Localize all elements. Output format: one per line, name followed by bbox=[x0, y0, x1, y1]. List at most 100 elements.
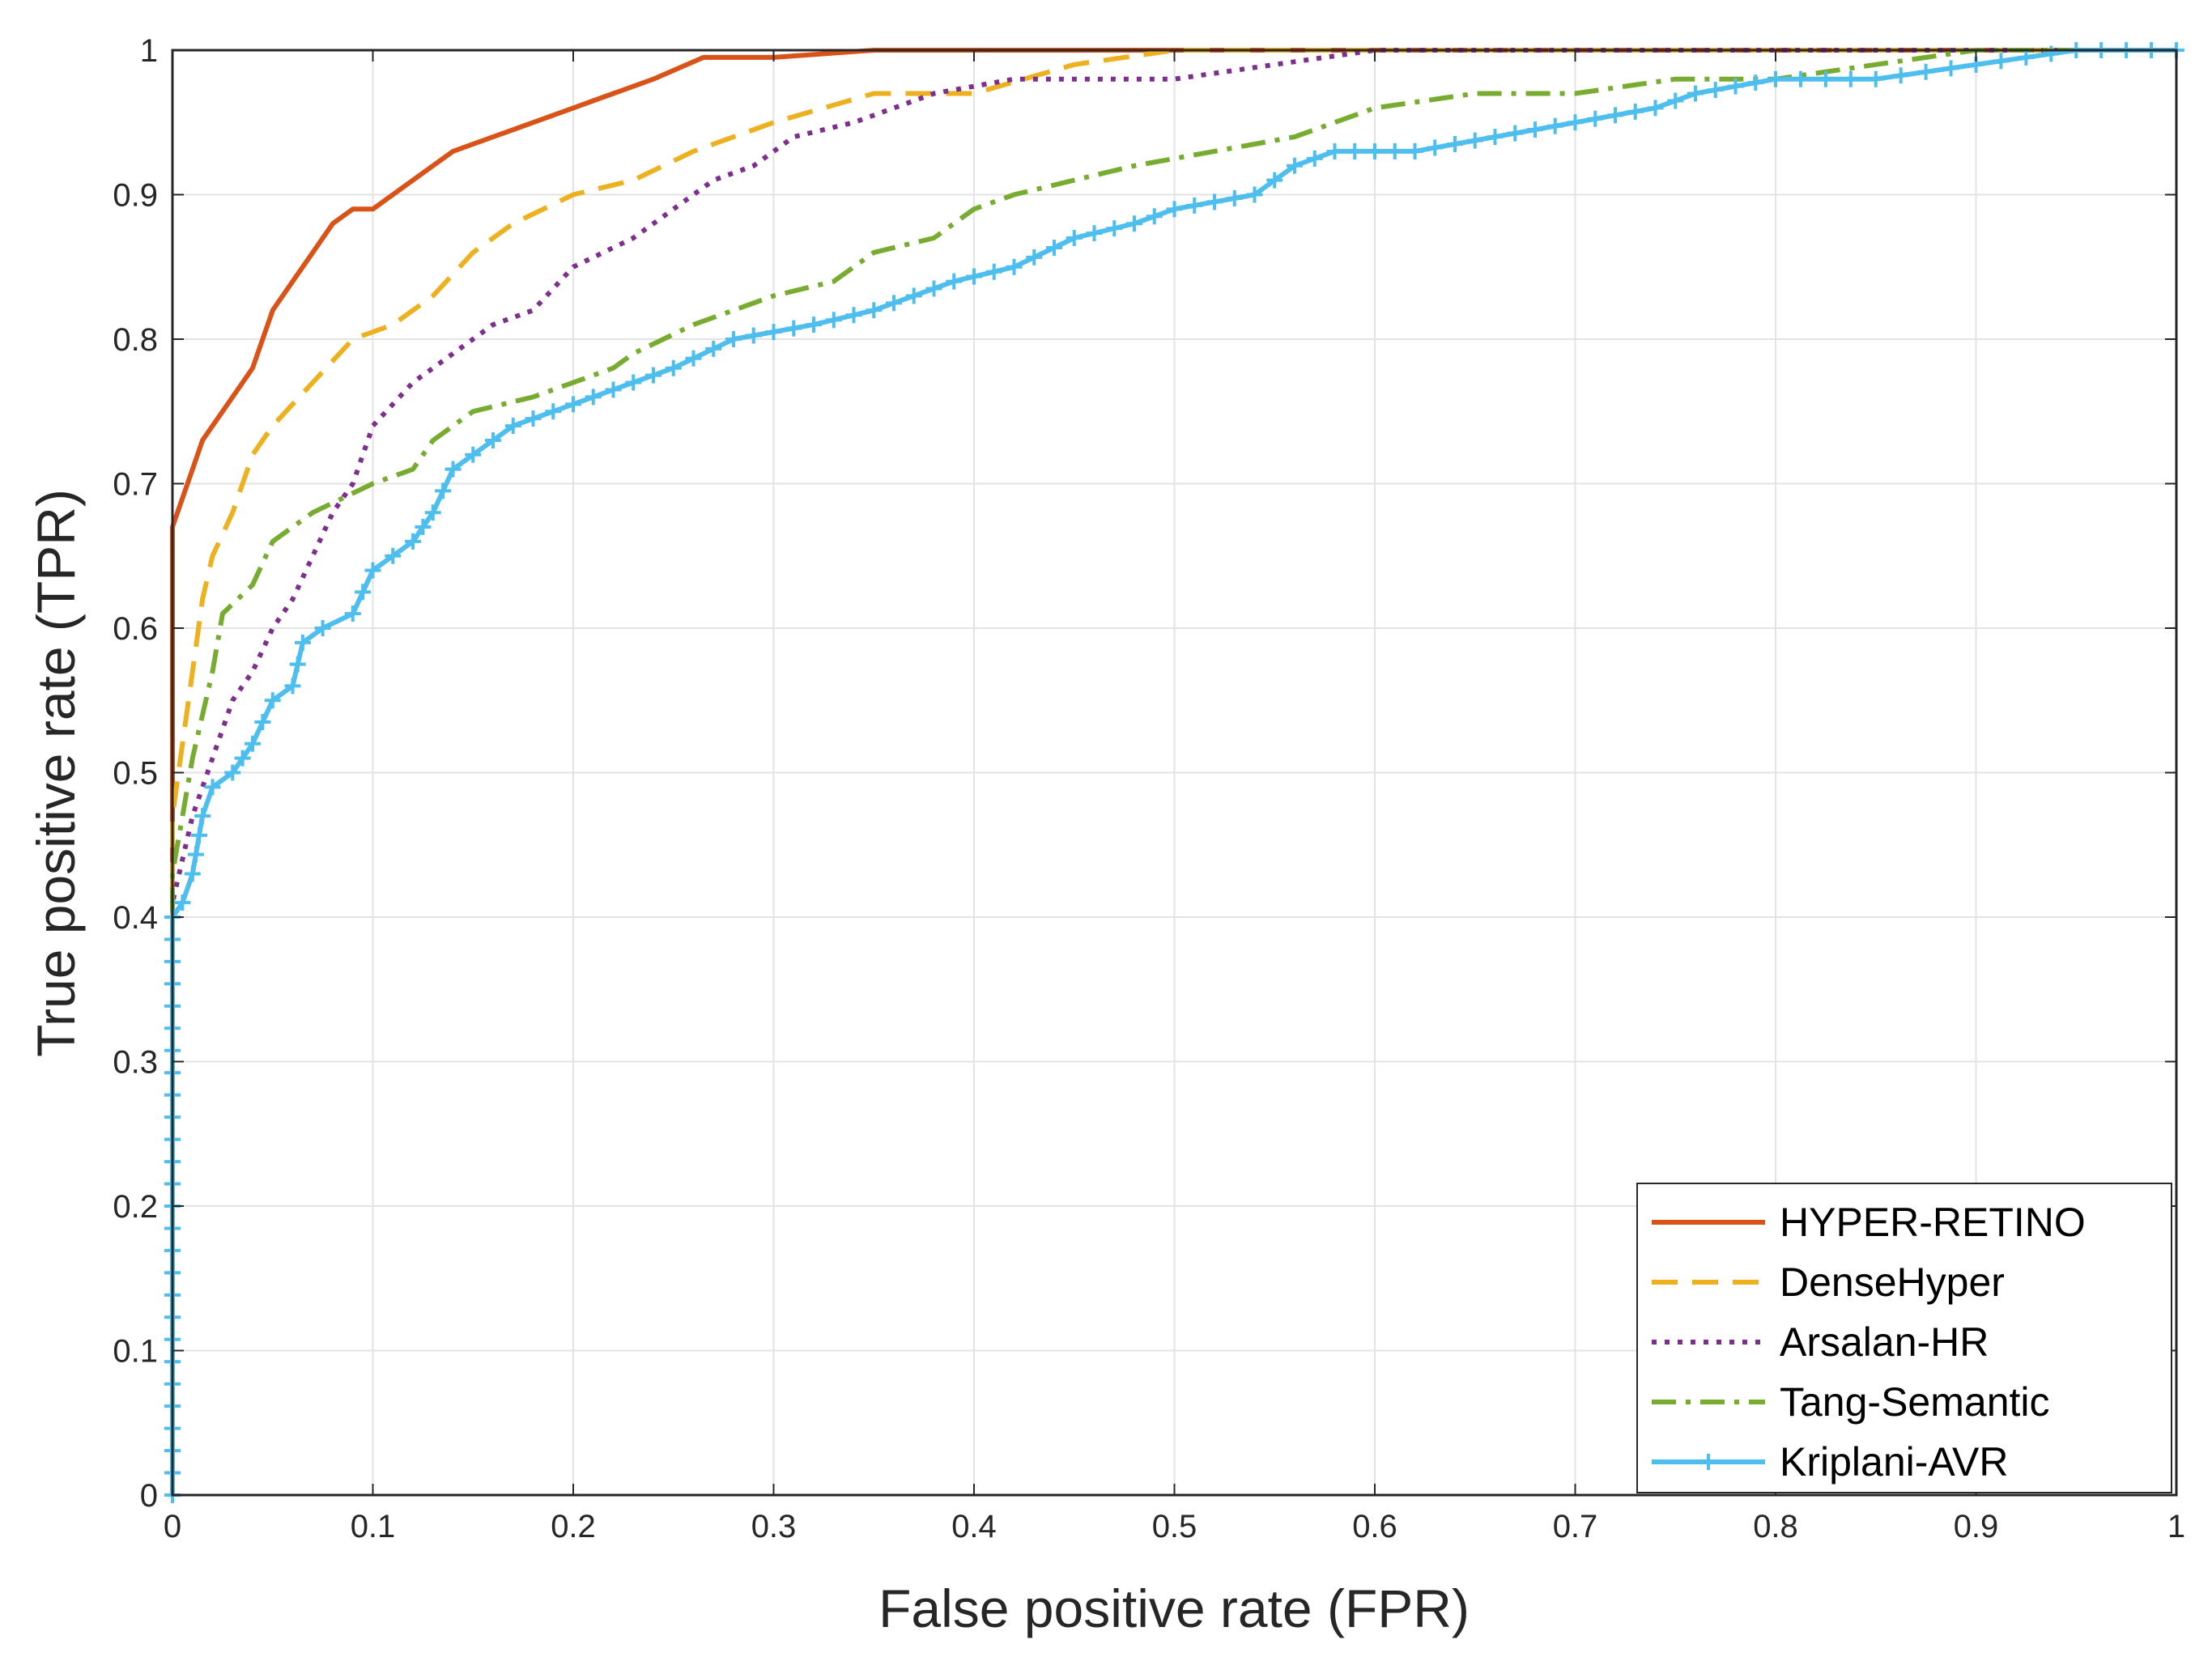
series-marker-kriplani-avr bbox=[1166, 201, 1183, 218]
series-marker-kriplani-avr bbox=[405, 533, 421, 550]
series-marker-kriplani-avr bbox=[355, 584, 372, 601]
series-marker-kriplani-avr bbox=[1727, 78, 1744, 95]
series-marker-kriplani-avr bbox=[1993, 53, 2010, 70]
series-marker-kriplani-avr bbox=[1817, 70, 1834, 87]
series-marker-kriplani-avr bbox=[314, 620, 331, 636]
series-marker-kriplani-avr bbox=[1707, 82, 1724, 99]
series-marker-kriplani-avr bbox=[1627, 103, 1644, 120]
series-line-densehyper bbox=[170, 48, 2176, 1495]
series-marker-kriplani-avr bbox=[254, 714, 271, 731]
series-marker-kriplani-avr bbox=[925, 280, 942, 297]
series-marker-kriplani-avr bbox=[1367, 142, 1383, 159]
series-marker-kriplani-avr bbox=[294, 634, 311, 651]
series-marker-kriplani-avr bbox=[1006, 258, 1023, 275]
series-marker-kriplani-avr bbox=[1792, 70, 1809, 87]
series-marker-kriplani-avr bbox=[745, 327, 762, 344]
series-marker-kriplani-avr bbox=[187, 846, 204, 863]
series-marker-kriplani-avr bbox=[645, 367, 661, 384]
series-hyper-retino bbox=[170, 48, 2176, 1495]
series-marker-kriplani-avr bbox=[1246, 186, 1263, 203]
x-tick-label: 0.4 bbox=[951, 1509, 997, 1544]
series-marker-kriplani-avr bbox=[1487, 129, 1504, 146]
legend-entry-tang-semantic: Tang-Semantic bbox=[1652, 1379, 2050, 1425]
series-marker-kriplani-avr bbox=[435, 482, 452, 499]
series-marker-kriplani-avr bbox=[625, 374, 642, 391]
series-marker-kriplani-avr bbox=[905, 287, 922, 304]
series-marker-kriplani-avr bbox=[1667, 92, 1684, 109]
legend-entry-hyper-retino: HYPER-RETINO bbox=[1652, 1200, 2086, 1245]
series-marker-kriplani-avr bbox=[424, 504, 441, 521]
y-tick-label: 0.3 bbox=[113, 1045, 158, 1081]
series-marker-kriplani-avr bbox=[1767, 70, 1784, 87]
y-tick-label: 0.8 bbox=[113, 322, 158, 358]
legend-label-hyper-retino: HYPER-RETINO bbox=[1780, 1200, 2086, 1245]
series-marker-kriplani-avr bbox=[665, 359, 682, 376]
legend-entry-kriplani-avr: Kriplani-AVR bbox=[1652, 1439, 2009, 1485]
series-marker-kriplani-avr bbox=[1466, 132, 1483, 149]
series-marker-kriplani-avr bbox=[725, 331, 742, 347]
series-marker-kriplani-avr bbox=[1206, 193, 1223, 210]
series-marker-kriplani-avr bbox=[1146, 208, 1163, 225]
series-marker-kriplani-avr bbox=[191, 826, 207, 843]
legend-label-arsalan-hr: Arsalan-HR bbox=[1780, 1319, 1989, 1365]
y-axis: 0 0.1 0.2 0.3 0.4 0.5 0.6 0.7 0.8 0.9 1 bbox=[113, 33, 2176, 1514]
x-tick-label: 0.9 bbox=[1954, 1509, 1999, 1544]
series-marker-kriplani-avr bbox=[785, 320, 802, 337]
y-tick-label: 0.9 bbox=[113, 178, 158, 214]
x-tick-label: 1 bbox=[2167, 1509, 2185, 1544]
series-marker-kriplani-avr bbox=[1406, 142, 1423, 159]
series-marker-kriplani-avr bbox=[2043, 45, 2060, 62]
series-marker-kriplani-avr bbox=[946, 273, 963, 290]
series-marker-kriplani-avr bbox=[545, 403, 562, 420]
series-marker-kriplani-avr bbox=[866, 302, 883, 319]
x-tick-label: 0.3 bbox=[751, 1509, 797, 1544]
y-tick-label: 0.6 bbox=[113, 611, 158, 647]
series-marker-kriplani-avr bbox=[1086, 225, 1103, 242]
x-tick-label: 0.5 bbox=[1152, 1509, 1197, 1544]
series-marker-kriplani-avr bbox=[1106, 220, 1123, 237]
series-marker-kriplani-avr bbox=[1066, 230, 1083, 247]
x-tick-label: 0.7 bbox=[1553, 1509, 1598, 1544]
series-marker-kriplani-avr bbox=[1427, 139, 1444, 156]
series-marker-kriplani-avr bbox=[385, 547, 402, 564]
series-marker-kriplani-avr bbox=[985, 263, 1002, 280]
series-line-hyper-retino bbox=[170, 48, 2176, 1495]
legend-box bbox=[1636, 1183, 2172, 1493]
x-axis-title: False positive rate (FPR) bbox=[878, 1578, 1470, 1638]
x-tick-label: 0.2 bbox=[551, 1509, 596, 1544]
series-marker-kriplani-avr bbox=[705, 340, 722, 357]
series-marker-kriplani-avr bbox=[1647, 100, 1664, 117]
series-marker-kriplani-avr bbox=[685, 350, 702, 367]
y-axis-title: True positive rate (TPR) bbox=[26, 489, 86, 1057]
series-marker-kriplani-avr bbox=[485, 431, 501, 448]
series-marker-kriplani-avr bbox=[289, 656, 306, 673]
series-marker-kriplani-avr bbox=[1892, 67, 1909, 84]
series-marker-kriplani-avr bbox=[1687, 85, 1704, 102]
series-line-arsalan-hr bbox=[170, 48, 2176, 1495]
series-marker-kriplani-avr bbox=[1326, 142, 1343, 159]
series-marker-kriplani-avr bbox=[1287, 157, 1303, 174]
series-marker-kriplani-avr bbox=[1546, 117, 1563, 134]
series-marker-kriplani-avr bbox=[194, 808, 211, 825]
series-marker-kriplani-avr bbox=[765, 324, 782, 341]
series-marker-kriplani-avr bbox=[1046, 239, 1062, 256]
series-marker-kriplani-avr bbox=[465, 446, 482, 463]
legend-entry-arsalan-hr: Arsalan-HR bbox=[1652, 1319, 1989, 1365]
series-marker-kriplani-avr bbox=[1226, 189, 1243, 206]
series-marker-kriplani-avr bbox=[1447, 136, 1463, 153]
y-tick-label: 0.1 bbox=[113, 1334, 158, 1370]
series-marker-kriplani-avr bbox=[204, 779, 221, 796]
y-tick-label: 0.5 bbox=[113, 756, 158, 792]
series-marker-kriplani-avr bbox=[1942, 60, 1959, 77]
series-marker-kriplani-avr bbox=[1587, 110, 1604, 127]
series-marker-kriplani-avr bbox=[504, 418, 521, 435]
series-marker-kriplani-avr bbox=[445, 461, 462, 478]
series-marker-kriplani-avr bbox=[1386, 142, 1403, 159]
x-tick-label: 0 bbox=[164, 1509, 181, 1544]
series-kriplani-avr bbox=[164, 42, 2184, 1503]
series-marker-kriplani-avr bbox=[966, 268, 982, 285]
y-tick-label: 1 bbox=[140, 33, 158, 69]
series-marker-kriplani-avr bbox=[585, 389, 602, 406]
x-tick-label: 0.8 bbox=[1753, 1509, 1798, 1544]
